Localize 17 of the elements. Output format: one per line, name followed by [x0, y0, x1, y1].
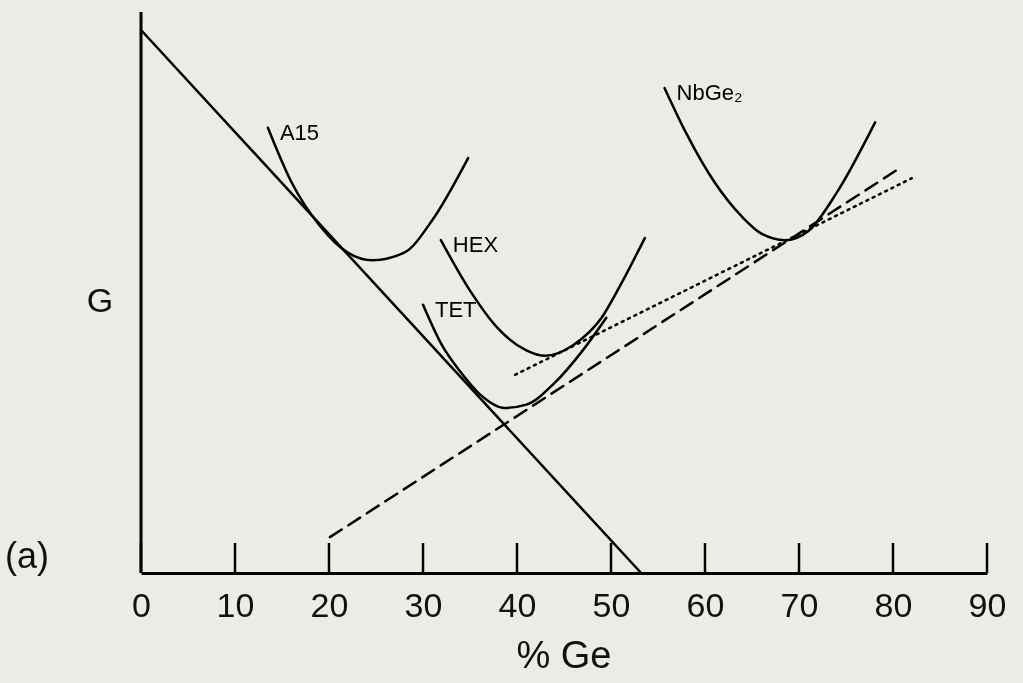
series-label: NbGe₂: [676, 80, 743, 106]
series-label: TET: [435, 296, 477, 322]
text: (a): [5, 535, 49, 576]
x-tick-label: 80: [874, 586, 913, 625]
x-tick-label: 50: [592, 586, 631, 625]
series-label: A15: [279, 119, 320, 145]
x-tick-label: 40: [498, 586, 537, 625]
x-axis-title: % Ge: [516, 634, 612, 676]
x-tick-label: 30: [404, 586, 443, 625]
y-axis-title: G: [86, 281, 114, 319]
series-label: HEX: [452, 232, 499, 258]
x-tick-label: 20: [310, 586, 349, 625]
x-tick-label: 60: [686, 586, 725, 625]
x-tick-label: 90: [968, 586, 1007, 625]
x-tick-label: 10: [216, 586, 255, 625]
x-tick-label: 70: [780, 586, 819, 625]
x-tick-label: 0: [132, 586, 151, 625]
